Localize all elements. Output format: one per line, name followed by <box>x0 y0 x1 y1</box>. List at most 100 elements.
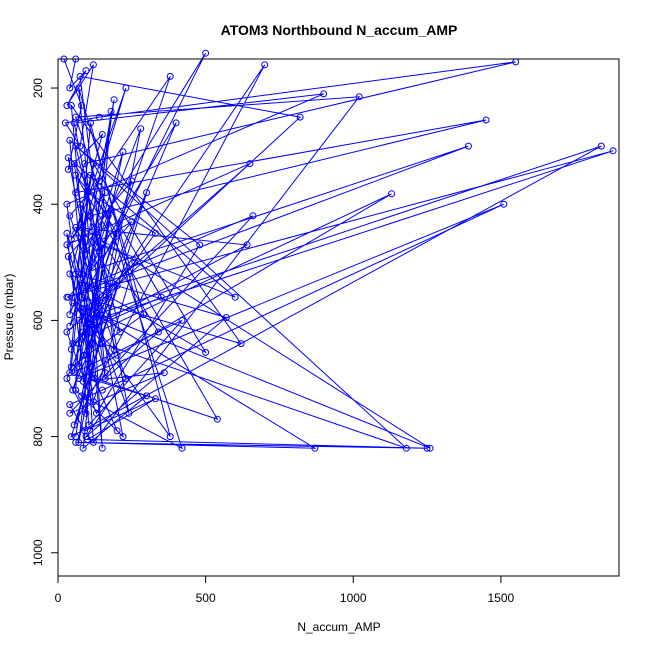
x-tick-label: 1500 <box>488 591 515 605</box>
chart-title: ATOM3 Northbound N_accum_AMP <box>221 22 458 38</box>
data-point <box>113 282 121 290</box>
y-tick-label: 800 <box>31 426 45 446</box>
data-point <box>157 293 165 301</box>
data-point <box>131 258 139 266</box>
data-point <box>464 142 472 150</box>
data-point <box>82 67 90 75</box>
data-point <box>81 351 89 359</box>
data-point <box>64 293 72 301</box>
data-point <box>423 444 431 452</box>
x-axis: 0 500 1000 1500 <box>55 575 515 605</box>
data-point <box>110 96 118 104</box>
y-axis: 200 400 600 800 1000 <box>31 78 59 566</box>
data-point <box>72 386 80 394</box>
data-point <box>89 160 97 168</box>
x-tick-label: 1000 <box>340 591 367 605</box>
data-point <box>63 328 71 336</box>
data-point <box>128 177 136 185</box>
data-point <box>609 147 617 155</box>
data-point <box>70 119 78 127</box>
data-point <box>66 369 74 377</box>
data-point <box>66 84 74 92</box>
data-point <box>110 345 118 353</box>
data-point <box>87 328 94 336</box>
data-point <box>82 322 90 330</box>
data-point <box>75 316 83 324</box>
data-point <box>482 116 490 124</box>
data-point <box>137 125 145 133</box>
data-point <box>78 224 86 231</box>
data-point <box>98 241 106 249</box>
data-point <box>311 444 319 452</box>
data-point <box>202 348 210 356</box>
data-point <box>79 377 87 385</box>
data-point <box>72 433 80 441</box>
data-point <box>154 328 162 336</box>
y-axis-label: Pressure (mbar) <box>2 274 16 361</box>
data-point <box>231 293 239 301</box>
data-point <box>78 293 86 301</box>
data-point <box>246 160 254 168</box>
data-point <box>178 316 186 324</box>
data-point <box>63 200 71 208</box>
data-point <box>113 427 121 435</box>
series-line <box>64 52 614 450</box>
data-point <box>81 305 89 313</box>
data-point <box>64 154 72 162</box>
data-point <box>70 160 78 168</box>
x-tick-label: 500 <box>196 591 216 605</box>
data-point <box>597 142 605 150</box>
series-line <box>63 58 602 450</box>
data-point <box>116 328 124 336</box>
data-point <box>143 189 151 197</box>
y-tick-label: 1000 <box>31 539 45 566</box>
y-tick-label: 400 <box>31 194 45 214</box>
data-point <box>166 433 174 441</box>
data-point <box>82 409 90 417</box>
data-point <box>89 398 97 406</box>
data-point <box>355 93 363 101</box>
data-point <box>63 241 71 249</box>
data-point <box>81 171 89 179</box>
data-point <box>122 84 130 92</box>
data-point <box>79 444 87 452</box>
data-point <box>172 119 180 127</box>
data-point <box>151 229 159 237</box>
data-point <box>166 72 174 80</box>
data-point <box>402 444 410 452</box>
series-layer <box>60 49 617 452</box>
data-point <box>243 241 251 249</box>
data-point <box>388 190 396 198</box>
data-point <box>63 102 71 109</box>
data-point <box>119 433 127 441</box>
data-point <box>66 212 74 220</box>
data-point <box>237 340 245 348</box>
data-point <box>107 293 115 301</box>
data-point <box>320 90 328 98</box>
data-point <box>95 247 103 255</box>
y-tick-label: 200 <box>31 78 45 98</box>
data-point <box>98 386 106 394</box>
data-point <box>202 49 210 57</box>
data-point <box>70 421 78 429</box>
data-point <box>89 61 97 69</box>
x-tick-label: 0 <box>55 591 62 605</box>
data-point <box>178 444 186 452</box>
data-point <box>66 409 74 417</box>
data-point <box>78 102 86 109</box>
data-point <box>84 189 91 197</box>
data-point <box>72 171 80 179</box>
data-point <box>63 229 71 237</box>
data-point <box>76 72 84 80</box>
data-point <box>70 369 78 377</box>
data-point <box>82 433 90 441</box>
data-point <box>107 206 115 214</box>
data-point <box>72 142 80 150</box>
data-point <box>125 409 133 417</box>
data-point <box>213 415 221 423</box>
data-point <box>160 369 168 377</box>
data-point <box>67 433 75 441</box>
data-point <box>87 119 94 127</box>
data-point <box>72 229 80 237</box>
